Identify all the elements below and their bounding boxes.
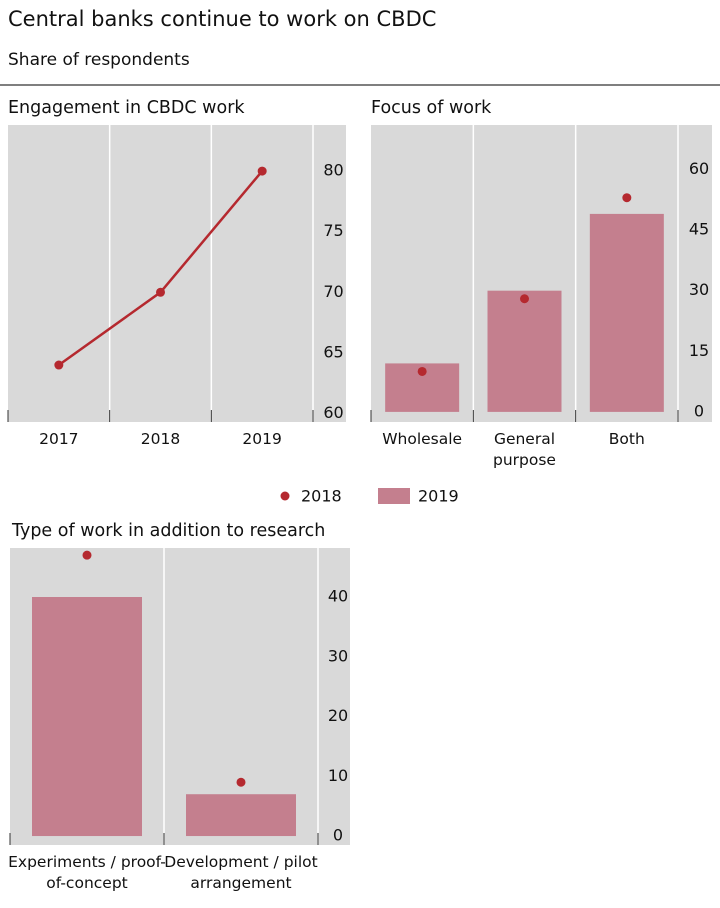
figure-title: Central banks continue to work on CBDC bbox=[8, 7, 436, 31]
point bbox=[257, 166, 267, 176]
bar bbox=[487, 290, 562, 412]
y-tick-label: 65 bbox=[323, 342, 343, 361]
y-tick-label: 80 bbox=[323, 161, 343, 180]
panel-title: Type of work in addition to research bbox=[11, 521, 325, 541]
y-tick-label: 10 bbox=[328, 766, 348, 785]
y-tick-label: 15 bbox=[689, 341, 709, 360]
y-tick-label: 30 bbox=[689, 280, 709, 299]
x-tick-label: Both bbox=[608, 430, 645, 448]
legend-swatch bbox=[280, 491, 290, 501]
y-tick-label: 60 bbox=[323, 403, 343, 422]
x-tick-label: 2018 bbox=[140, 430, 181, 448]
y-tick-label: 75 bbox=[323, 221, 343, 240]
x-tick-label: Development / pilot arrangement bbox=[164, 853, 318, 892]
y-tick-label: 30 bbox=[328, 646, 348, 665]
x-tick-label: General purpose bbox=[493, 430, 556, 469]
panel-title: Engagement in CBDC work bbox=[8, 98, 245, 118]
point bbox=[54, 360, 64, 370]
bar bbox=[589, 213, 664, 412]
figure-subtitle: Share of respondents bbox=[8, 50, 190, 70]
point bbox=[156, 287, 165, 297]
bar bbox=[186, 794, 296, 837]
dot bbox=[82, 550, 92, 560]
dot bbox=[236, 777, 246, 787]
y-tick-label: 60 bbox=[689, 159, 709, 178]
x-tick-label: Wholesale bbox=[382, 430, 463, 448]
y-tick-label: 40 bbox=[328, 587, 348, 606]
x-tick-label: 2017 bbox=[39, 430, 79, 448]
x-tick-label: Experiments / proof-of-concept bbox=[8, 853, 166, 892]
bar bbox=[32, 597, 142, 837]
dot bbox=[417, 366, 427, 376]
legend-label: 2018 bbox=[301, 487, 342, 506]
dot bbox=[622, 193, 632, 203]
x-tick-label: 2019 bbox=[242, 430, 282, 448]
y-tick-label: 0 bbox=[694, 401, 704, 420]
panel-title: Focus of work bbox=[371, 98, 492, 118]
y-tick-label: 70 bbox=[323, 282, 343, 301]
y-tick-label: 45 bbox=[689, 220, 709, 239]
legend-swatch bbox=[378, 488, 410, 504]
dot bbox=[520, 294, 529, 304]
y-tick-label: 0 bbox=[333, 826, 343, 845]
y-tick-label: 20 bbox=[328, 706, 348, 725]
legend-label: 2019 bbox=[418, 487, 459, 506]
